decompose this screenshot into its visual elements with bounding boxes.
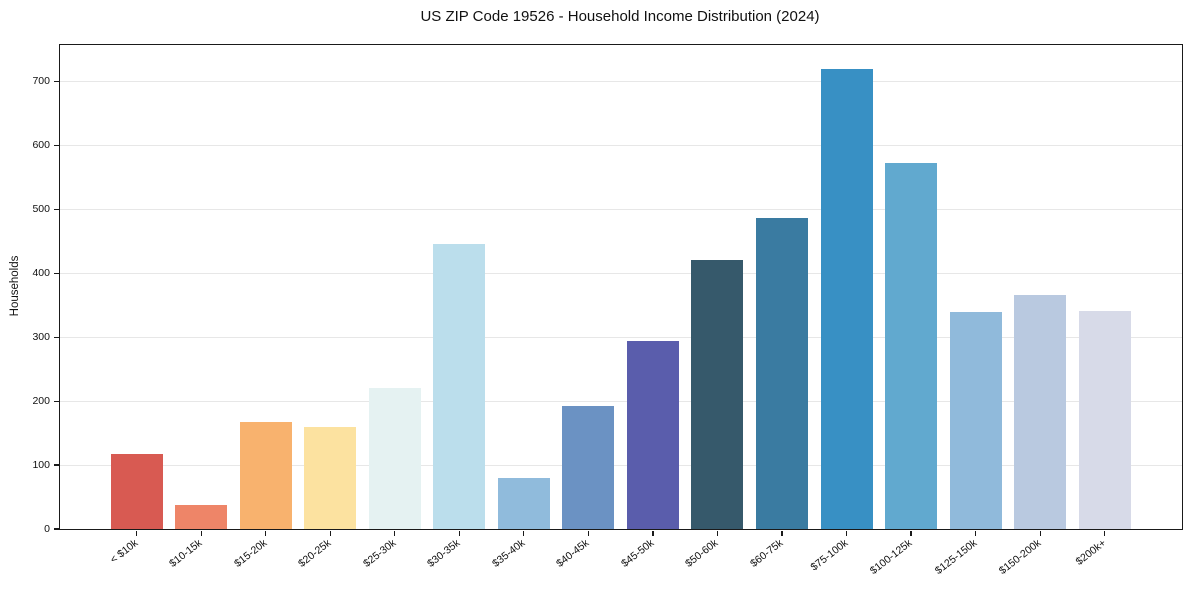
gridline (60, 144, 1182, 146)
x-tick-mark (329, 531, 331, 536)
gridline (60, 336, 1182, 338)
bar-30-35k (433, 243, 486, 529)
y-tick-label: 500 (32, 203, 50, 216)
y-tick-mark (54, 80, 59, 83)
plot-area: 0 100 200 300 400 500 600 700 (32, 44, 1183, 536)
y-tick-label: 200 (32, 395, 50, 408)
x-tick-mark (845, 531, 848, 536)
gridline (60, 272, 1182, 274)
bar-10k (110, 454, 163, 529)
x-tick-mark (200, 531, 202, 536)
y-tick-mark (54, 272, 59, 274)
y-tick-label: 600 (32, 139, 50, 152)
y-tick-mark (54, 528, 59, 530)
y-tick-label: 100 (32, 459, 50, 472)
chart-title: US ZIP Code 19526 - Household Income Dis… (420, 8, 820, 25)
x-tick-mark (587, 531, 589, 536)
x-tick-mark (394, 531, 396, 536)
y-tick-mark (54, 400, 59, 402)
y-tick-label: 700 (32, 75, 50, 88)
gridline (60, 400, 1182, 402)
y-tick-label: 0 (44, 523, 50, 535)
gridline (60, 464, 1182, 466)
y-tick-mark (54, 336, 59, 338)
bar-100-125k (885, 162, 938, 529)
x-tick-mark (716, 531, 719, 536)
y-tick-label: 400 (32, 267, 50, 280)
bar-10-15k (175, 505, 228, 529)
bar-35-40k (497, 478, 550, 529)
bar-60-75k (756, 217, 808, 529)
x-tick-mark (910, 531, 912, 536)
x-tick-mark (652, 531, 654, 536)
bar-150-200k (1014, 294, 1067, 529)
gridline (60, 208, 1182, 210)
x-tick-mark (974, 531, 977, 536)
x-tick-mark (1039, 531, 1041, 536)
bar-50-60k (691, 260, 744, 529)
y-tick-mark (54, 144, 59, 146)
x-tick-mark (136, 531, 138, 536)
bar-45-50k (626, 341, 679, 529)
bar-200k (1078, 310, 1131, 529)
bar-25-30k (368, 387, 421, 529)
bar-40-45k (562, 406, 615, 529)
x-tick-mark (458, 531, 460, 536)
x-tick-label: < $10k (107, 537, 141, 567)
x-tick-mark (781, 531, 783, 536)
bar-75-100k (820, 68, 873, 529)
bar-125-150k (949, 312, 1002, 529)
y-axis-label: Households (9, 255, 21, 317)
gridline (60, 80, 1182, 82)
y-tick-label: 300 (32, 331, 50, 344)
y-tick-mark (54, 464, 59, 466)
bar-15-20k (239, 421, 292, 529)
bar-20-25k (304, 426, 357, 529)
x-tick-mark (265, 531, 267, 536)
x-tick-mark (1104, 531, 1106, 536)
y-tick-mark (54, 208, 59, 210)
x-tick-mark (523, 531, 525, 536)
